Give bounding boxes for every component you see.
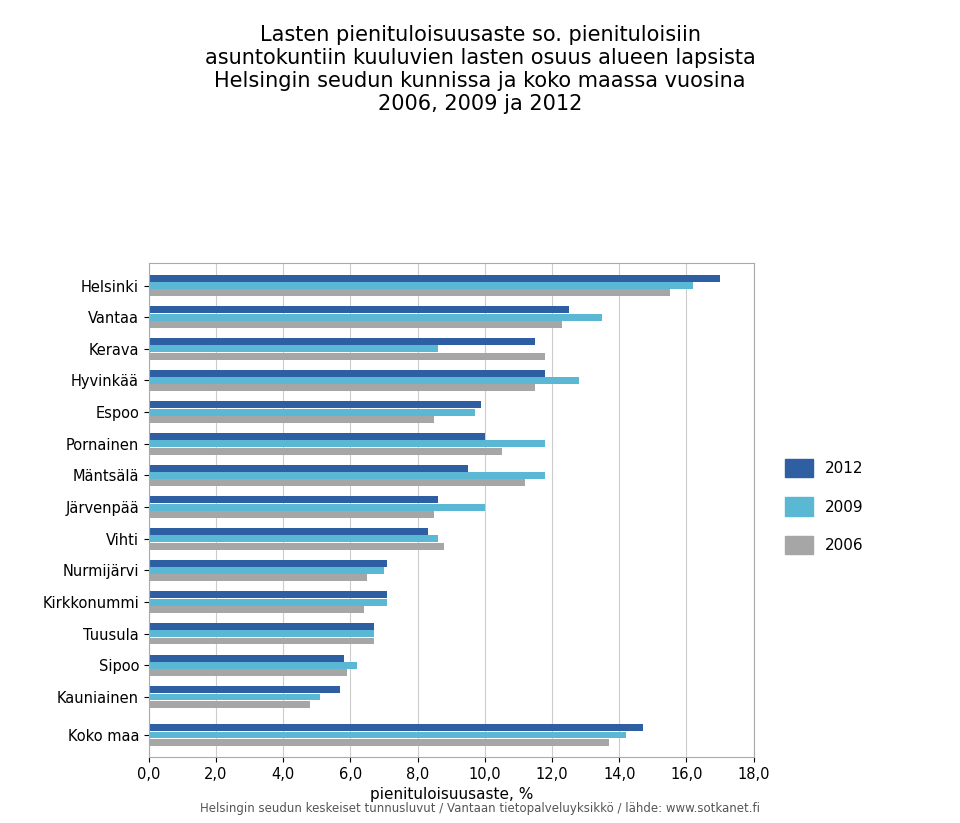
Bar xyxy=(149,528,428,535)
X-axis label: pienituloisuusaste, %: pienituloisuusaste, % xyxy=(370,788,533,802)
Bar xyxy=(149,346,438,352)
Bar xyxy=(149,511,434,518)
Bar xyxy=(149,433,485,440)
Bar xyxy=(149,542,444,550)
Bar xyxy=(149,352,545,360)
Bar xyxy=(149,606,364,613)
Bar xyxy=(149,416,434,423)
Bar xyxy=(149,370,545,377)
Bar xyxy=(149,321,562,328)
Bar xyxy=(149,669,347,677)
Bar xyxy=(149,732,626,738)
Bar xyxy=(149,338,535,345)
Bar xyxy=(149,496,438,504)
Bar xyxy=(149,448,501,454)
Bar xyxy=(149,686,340,693)
Legend: 2012, 2009, 2006: 2012, 2009, 2006 xyxy=(785,458,864,554)
Bar xyxy=(149,560,387,566)
Bar xyxy=(149,314,602,321)
Bar xyxy=(149,504,485,510)
Bar xyxy=(149,623,373,630)
Bar xyxy=(149,591,387,598)
Bar xyxy=(149,275,720,281)
Text: Lasten pienituloisuusaste so. pienituloisiin
asuntokuntiin kuuluvien lasten osuu: Lasten pienituloisuusaste so. pienituloi… xyxy=(204,25,756,114)
Bar xyxy=(149,654,344,662)
Bar xyxy=(149,535,438,542)
Bar xyxy=(149,282,693,289)
Bar xyxy=(149,701,310,708)
Bar xyxy=(149,567,384,574)
Bar xyxy=(149,479,525,486)
Bar xyxy=(149,290,669,296)
Bar xyxy=(149,662,357,669)
Bar xyxy=(149,377,579,384)
Text: Helsingin seudun keskeiset tunnusluvut / Vantaan tietopalveluyksikkö / lähde: ww: Helsingin seudun keskeiset tunnusluvut /… xyxy=(200,802,760,815)
Bar xyxy=(149,402,481,408)
Bar xyxy=(149,638,373,644)
Bar xyxy=(149,739,609,746)
Bar xyxy=(149,724,642,731)
Bar xyxy=(149,598,387,606)
Bar xyxy=(149,440,545,447)
Bar xyxy=(149,694,320,700)
Bar xyxy=(149,306,568,314)
Bar xyxy=(149,472,545,479)
Bar xyxy=(149,574,367,581)
Bar xyxy=(149,384,535,391)
Bar xyxy=(149,409,474,416)
Bar xyxy=(149,465,468,472)
Bar xyxy=(149,630,373,637)
